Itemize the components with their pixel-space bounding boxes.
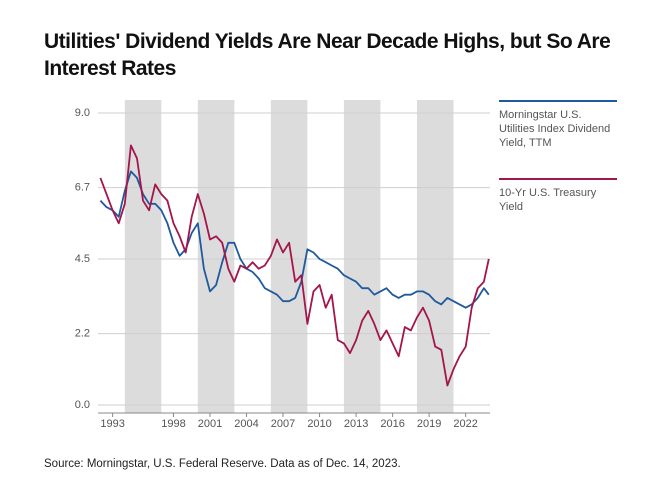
- y-tick-label: 2.2: [75, 328, 90, 340]
- x-tick-label: 2007: [271, 418, 295, 430]
- x-tick-label: 1998: [161, 418, 185, 430]
- shaded-span: [416, 100, 454, 413]
- series-line: [99, 170, 490, 309]
- legend-entry: 10-Yr U.S. Treasury Yield: [499, 178, 617, 214]
- x-tick-label: 2010: [307, 418, 331, 430]
- x-tick-label: 2001: [198, 418, 222, 430]
- x-tick-label: 1993: [100, 418, 124, 430]
- x-tick-label: 2016: [380, 418, 404, 430]
- y-tick-label: 9.0: [75, 107, 90, 119]
- y-tick-label: 4.5: [75, 253, 90, 265]
- series-line: [99, 144, 490, 387]
- x-tick-label: 2013: [344, 418, 368, 430]
- legend-entry: Morningstar U.S. Utilities Index Dividen…: [499, 100, 617, 150]
- x-tick-label: 2022: [453, 418, 477, 430]
- x-tick-label: 2019: [417, 418, 441, 430]
- shaded-span: [270, 100, 308, 413]
- shaded-span: [343, 100, 381, 413]
- shaded-span: [197, 100, 235, 413]
- chart-title: Utilities' Dividend Yields Are Near Deca…: [44, 30, 611, 80]
- y-tick-label: 0.0: [75, 399, 90, 411]
- source-note: Source: Morningstar, U.S. Federal Reserv…: [44, 458, 401, 470]
- y-tick-label: 6.7: [75, 182, 90, 194]
- x-tick-label: 2004: [234, 418, 258, 430]
